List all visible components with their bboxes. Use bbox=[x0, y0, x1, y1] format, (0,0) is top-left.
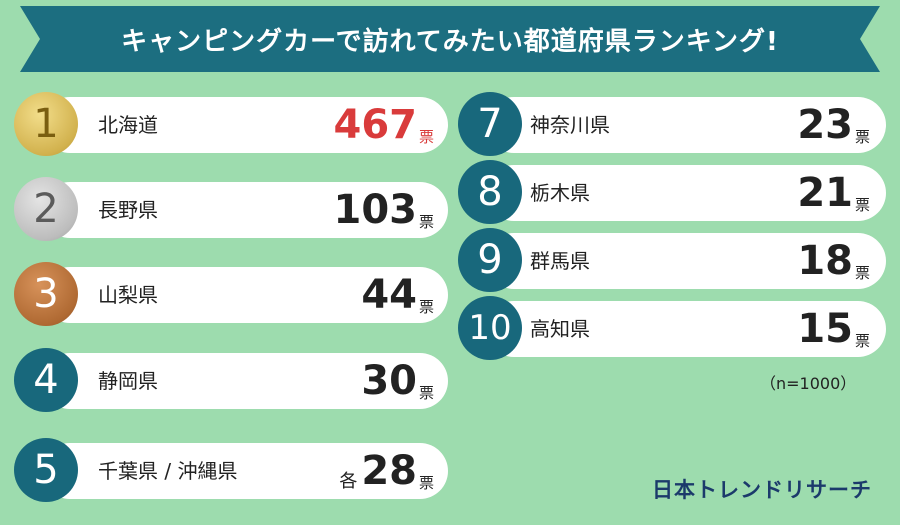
ranking-row-8: 8 栃木県 21 票 bbox=[458, 160, 886, 224]
vote-prefix: 各 bbox=[339, 471, 358, 492]
vote-value: 103 bbox=[333, 187, 417, 233]
chart-title: キャンピングカーで訪れてみたい都道府県ランキング! bbox=[121, 26, 779, 57]
vote-unit: 票 bbox=[418, 128, 434, 146]
rank-number: 2 bbox=[33, 186, 59, 232]
rank-number: 9 bbox=[477, 237, 503, 283]
vote-count: 各 28 票 bbox=[339, 443, 434, 499]
vote-value: 15 bbox=[797, 306, 853, 352]
rank-badge-bronze: 3 bbox=[14, 262, 78, 326]
prefecture-name: 山梨県 bbox=[98, 283, 158, 307]
sample-size-note: （n=1000） bbox=[760, 374, 857, 393]
vote-unit: 票 bbox=[418, 384, 434, 402]
title-banner: キャンピングカーで訪れてみたい都道府県ランキング! bbox=[20, 6, 880, 72]
rank-badge: 10 bbox=[458, 296, 522, 360]
row-pill bbox=[42, 353, 448, 409]
vote-count: 15 票 bbox=[797, 301, 870, 357]
prefecture-name: 静岡県 bbox=[98, 369, 158, 393]
vote-value: 28 bbox=[361, 448, 417, 494]
rank-badge: 4 bbox=[14, 348, 78, 412]
row-pill bbox=[486, 165, 886, 221]
ranking-row-7: 7 神奈川県 23 票 bbox=[458, 92, 886, 156]
rank-number: 7 bbox=[477, 101, 503, 147]
vote-value: 467 bbox=[333, 102, 417, 148]
prefecture-name: 長野県 bbox=[98, 198, 158, 222]
row-pill bbox=[42, 182, 448, 238]
ranking-row-4: 4 静岡県 30 票 bbox=[14, 348, 448, 412]
vote-count: 21 票 bbox=[797, 165, 870, 221]
vote-unit: 票 bbox=[854, 332, 870, 350]
rank-badge: 8 bbox=[458, 160, 522, 224]
vote-unit: 票 bbox=[854, 196, 870, 214]
vote-unit: 票 bbox=[418, 213, 434, 231]
ranking-row-3: 3 山梨県 44 票 bbox=[14, 262, 448, 326]
vote-count: 467 票 bbox=[333, 97, 434, 153]
vote-count: 18 票 bbox=[797, 233, 870, 289]
rank-number: 10 bbox=[468, 308, 512, 348]
ranking-row-9: 9 群馬県 18 票 bbox=[458, 228, 886, 292]
vote-value: 18 bbox=[797, 238, 853, 284]
row-pill bbox=[486, 301, 886, 357]
ranking-row-5: 5 千葉県 / 沖縄県 各 28 票 bbox=[14, 438, 448, 502]
vote-count: 44 票 bbox=[361, 267, 434, 323]
vote-value: 30 bbox=[361, 358, 417, 404]
ranking-row-1: 1 北海道 467 票 bbox=[14, 92, 448, 156]
prefecture-name: 群馬県 bbox=[530, 249, 590, 273]
vote-unit: 票 bbox=[854, 128, 870, 146]
rank-badge-silver: 2 bbox=[14, 177, 78, 241]
rank-number: 4 bbox=[33, 357, 59, 403]
vote-value: 23 bbox=[797, 102, 853, 148]
vote-unit: 票 bbox=[418, 474, 434, 492]
row-pill bbox=[486, 97, 886, 153]
banner-ribbon-shape bbox=[20, 6, 880, 72]
vote-value: 44 bbox=[361, 272, 417, 318]
vote-count: 30 票 bbox=[361, 353, 434, 409]
rank-badge: 7 bbox=[458, 92, 522, 156]
rank-badge-gold: 1 bbox=[14, 92, 78, 156]
row-pill bbox=[486, 233, 886, 289]
prefecture-name: 神奈川県 bbox=[530, 113, 610, 137]
prefecture-name: 北海道 bbox=[98, 113, 158, 137]
vote-count: 103 票 bbox=[333, 182, 434, 238]
brand-logo: 日本トレンドリサーチ bbox=[652, 478, 872, 502]
rank-badge: 5 bbox=[14, 438, 78, 502]
prefecture-name: 栃木県 bbox=[530, 181, 590, 205]
ranking-row-10: 10 高知県 15 票 bbox=[458, 296, 886, 360]
row-pill bbox=[42, 443, 448, 499]
rank-number: 3 bbox=[33, 271, 59, 317]
prefecture-name: 高知県 bbox=[530, 317, 590, 341]
rank-number: 5 bbox=[33, 447, 59, 493]
rank-badge: 9 bbox=[458, 228, 522, 292]
vote-unit: 票 bbox=[854, 264, 870, 282]
prefecture-name: 千葉県 / 沖縄県 bbox=[98, 459, 238, 483]
row-pill bbox=[42, 97, 448, 153]
vote-count: 23 票 bbox=[797, 97, 870, 153]
vote-value: 21 bbox=[797, 170, 853, 216]
ranking-row-2: 2 長野県 103 票 bbox=[14, 177, 448, 241]
vote-unit: 票 bbox=[418, 298, 434, 316]
row-pill bbox=[42, 267, 448, 323]
rank-number: 8 bbox=[477, 169, 503, 215]
rank-number: 1 bbox=[33, 101, 59, 147]
